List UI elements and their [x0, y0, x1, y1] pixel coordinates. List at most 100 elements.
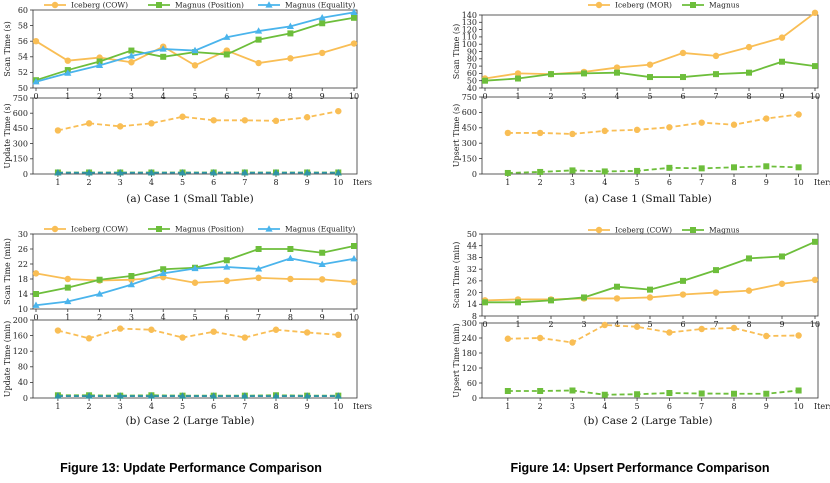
- data-point: [159, 269, 167, 276]
- data-point: [746, 69, 752, 76]
- x-tick-label: 9: [764, 402, 769, 411]
- data-point: [255, 246, 262, 252]
- data-point: [318, 260, 326, 267]
- data-point: [241, 334, 249, 341]
- legend-marker: [156, 2, 162, 8]
- x-tick-label: 4: [602, 178, 607, 187]
- data-point: [272, 326, 280, 333]
- data-point: [548, 297, 554, 304]
- x-tick-label: 7: [699, 402, 704, 411]
- x-tick-label: 5: [192, 92, 197, 101]
- chart-subcaption: (b) Case 2 (Large Table): [584, 415, 713, 427]
- x-tick-label: 2: [538, 178, 543, 187]
- series-line-magnus: [507, 389, 799, 396]
- legend-marker: [265, 225, 273, 232]
- data-point: [351, 243, 357, 249]
- data-point: [160, 266, 167, 273]
- data-point: [147, 168, 155, 176]
- y-tick-label: 150: [13, 155, 28, 164]
- y-tick-label: 8: [472, 312, 477, 321]
- y-axis-label: Upsert Time (s): [452, 104, 461, 167]
- data-point: [54, 392, 62, 399]
- data-point: [680, 74, 686, 81]
- data-point: [614, 69, 620, 76]
- data-point: [713, 267, 719, 274]
- x-tick-label: 9: [320, 92, 325, 101]
- y-tick-label: 0: [472, 394, 477, 403]
- y-tick-label: 80: [18, 363, 28, 372]
- x-tick-label: 5: [635, 402, 640, 411]
- x-axis-label: Iters: [353, 402, 372, 411]
- y-tick-label: 26: [467, 277, 477, 286]
- data-point: [191, 46, 199, 54]
- data-point: [504, 388, 511, 394]
- data-point: [287, 55, 294, 62]
- y-axis-label: Upsert Time (min): [452, 323, 461, 398]
- x-tick-label: 10: [810, 92, 820, 101]
- data-point: [287, 275, 294, 283]
- series-line-iceberg-cow-: [507, 324, 799, 344]
- x-tick-label: 2: [538, 402, 543, 411]
- data-point: [318, 14, 326, 21]
- x-tick-label: 8: [731, 402, 736, 411]
- y-tick-label: 70: [467, 62, 477, 71]
- data-point: [128, 47, 135, 54]
- x-tick-label: 10: [333, 178, 343, 187]
- x-tick-label: 5: [647, 320, 652, 329]
- plot-frame: [481, 96, 819, 175]
- data-point: [178, 168, 187, 176]
- x-tick-label: 1: [515, 92, 520, 101]
- data-point: [33, 291, 39, 297]
- data-point: [303, 168, 311, 176]
- x-tick-label: 3: [570, 402, 575, 411]
- data-point: [117, 123, 124, 130]
- data-point: [178, 392, 187, 399]
- data-point: [128, 59, 135, 66]
- data-point: [255, 274, 262, 282]
- y-tick-label: 450: [13, 124, 28, 133]
- y-tick-label: 22: [18, 260, 28, 269]
- series-line-iceberg-cow-: [57, 327, 339, 340]
- y-tick-label: 58: [18, 21, 28, 30]
- data-point: [241, 117, 249, 124]
- data-point: [223, 51, 230, 58]
- data-point: [223, 257, 230, 264]
- data-point: [32, 77, 40, 85]
- x-tick-label: 8: [288, 92, 293, 101]
- data-point: [54, 327, 62, 334]
- x-tick-label: 4: [614, 92, 619, 101]
- data-point: [350, 278, 358, 286]
- x-tick-label: 4: [614, 320, 619, 329]
- data-point: [666, 329, 673, 336]
- data-point: [319, 249, 326, 256]
- data-point: [712, 52, 720, 60]
- data-point: [32, 38, 40, 45]
- y-tick-label: 100: [462, 40, 477, 49]
- x-tick-label: 10: [349, 92, 359, 101]
- figure-14-caption: Figure 14: Upsert Performance Comparison: [510, 461, 769, 475]
- y-tick-label: 20: [467, 288, 477, 297]
- legend-label: Iceberg (COW): [71, 1, 128, 10]
- y-tick-label: 110: [462, 33, 477, 42]
- x-tick-label: 1: [55, 178, 60, 187]
- y-tick-label: 52: [18, 68, 28, 77]
- chart-subcaption: (b) Case 2 (Large Table): [126, 415, 255, 427]
- y-tick-label: 450: [462, 124, 477, 133]
- data-point: [795, 332, 802, 339]
- y-tick-label: 50: [467, 230, 477, 239]
- data-point: [712, 289, 720, 296]
- legend-marker: [595, 226, 603, 234]
- data-point: [148, 326, 155, 333]
- data-point: [536, 129, 544, 137]
- x-tick-label: 10: [349, 313, 359, 322]
- x-tick-label: 7: [713, 320, 718, 329]
- data-point: [731, 390, 737, 397]
- y-axis-label: Update Time (s): [3, 103, 12, 168]
- y-tick-label: 50: [467, 77, 477, 86]
- y-axis-label: Update Time (min): [3, 321, 12, 398]
- data-point: [319, 49, 326, 57]
- series-line-magnus: [507, 165, 799, 174]
- data-point: [666, 124, 673, 131]
- y-tick-label: 60: [467, 379, 477, 388]
